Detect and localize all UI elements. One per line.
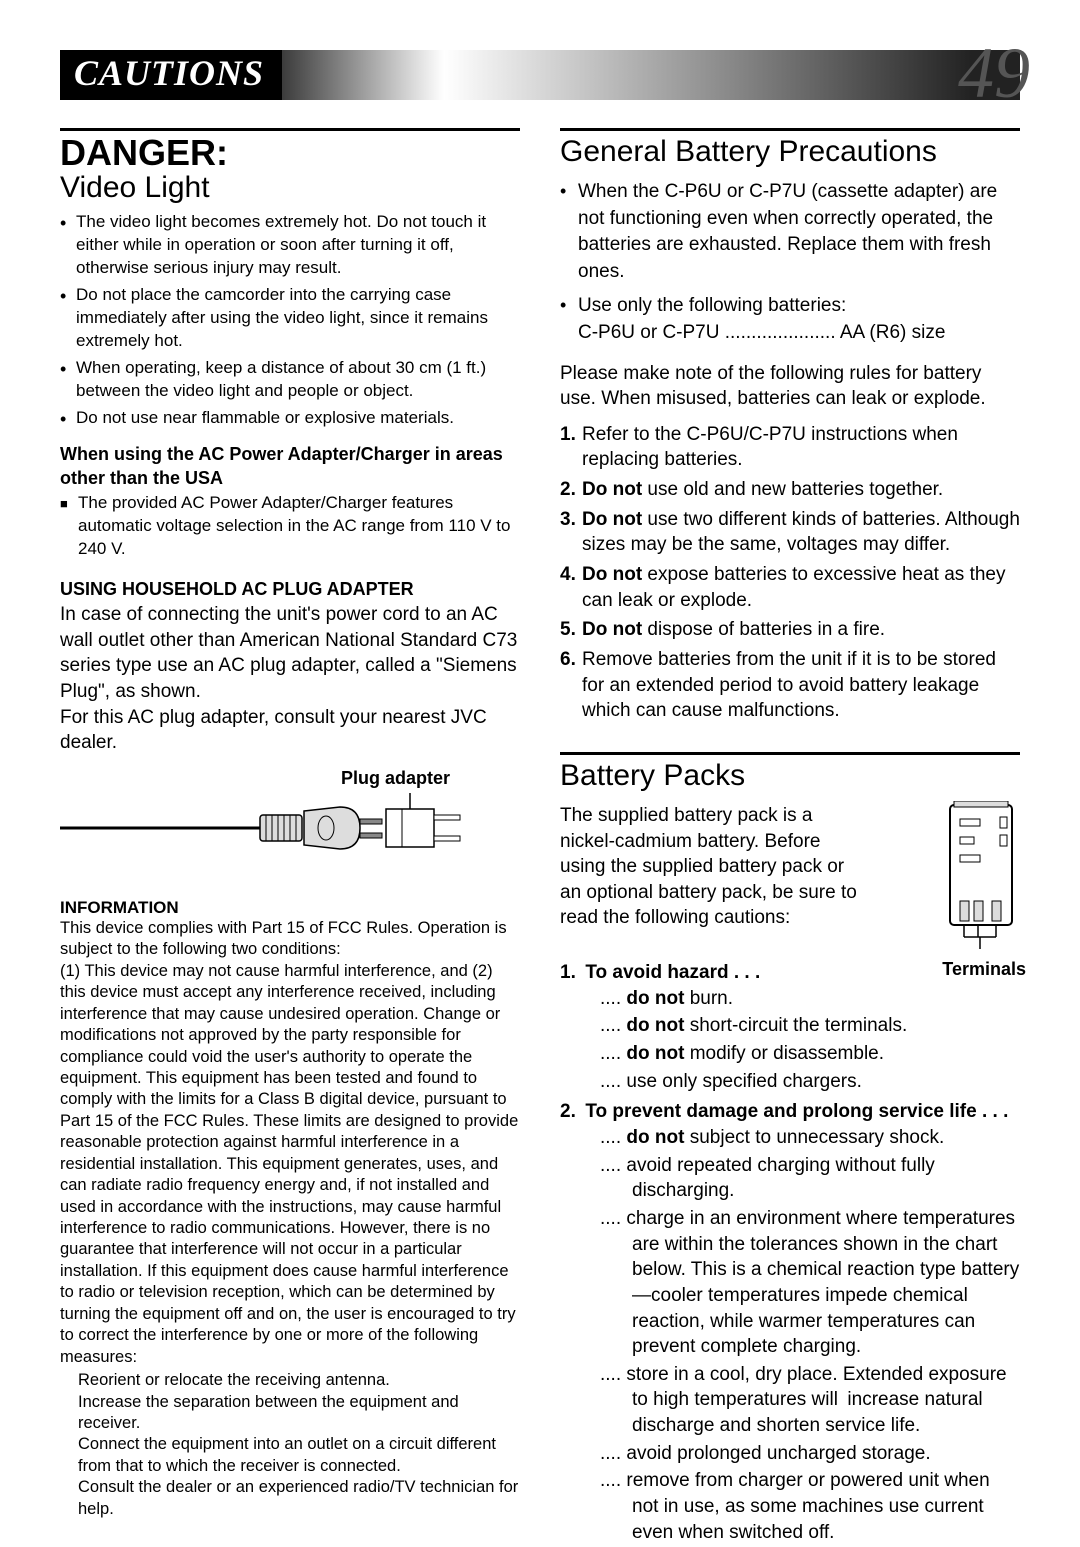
bp-heading: Battery Packs (560, 759, 1020, 793)
gbp-rules: Refer to the C-P6U/C-P7U instructions wh… (560, 422, 1020, 724)
bullet-text: Use only the following batteries: (578, 295, 846, 316)
rule-item: Do not expose batteries to excessive hea… (560, 562, 1020, 613)
ac-other-heading: When using the AC Power Adapter/Charger … (60, 443, 520, 490)
hazard-item: .... do not burn. (600, 986, 1020, 1012)
information-heading: INFORMATION (60, 898, 520, 918)
gbp-note: Please make note of the following rules … (560, 361, 1020, 412)
plug-adapter-label: Plug adapter (60, 768, 520, 789)
prevent-heading: 2. To prevent damage and prolong service… (560, 1100, 1020, 1125)
page-header: CAUTIONS 49 (60, 50, 1020, 100)
right-column: General Battery Precautions When the C-P… (560, 120, 1020, 1547)
household-heading: USING HOUSEHOLD AC PLUG ADAPTER (60, 579, 520, 600)
prevent-item: .... avoid repeated charging without ful… (600, 1153, 1020, 1204)
danger-heading: DANGER: (60, 135, 520, 171)
info-p1: This device complies with Part 15 of FCC… (60, 918, 520, 961)
bullet: Use only the following batteries: C-P6U … (560, 293, 1020, 346)
rule (60, 128, 520, 131)
gbp-heading: General Battery Precautions (560, 135, 1020, 169)
rule-item: Refer to the C-P6U/C-P7U instructions wh… (560, 422, 1020, 473)
terminals-label: Terminals (942, 959, 1026, 980)
gbp-bullets: When the C-P6U or C-P7U (cassette adapte… (560, 179, 1020, 347)
info-measures: Reorient or relocate the receiving anten… (60, 1370, 520, 1520)
rule (560, 128, 1020, 131)
plug-adapter-diagram (60, 793, 480, 863)
rule-item: Do not use two different kinds of batter… (560, 507, 1020, 558)
hazard-list: .... do not burn. .... do not short-circ… (560, 986, 1020, 1095)
battery-packs-section: Battery Packs The supplied battery pack … (560, 759, 1020, 931)
hazard-item: .... do not modify or disassemble. (600, 1041, 1020, 1067)
measure: Consult the dealer or an experienced rad… (78, 1477, 520, 1520)
rule (560, 752, 1020, 755)
square-bullet: The provided AC Power Adapter/Charger fe… (60, 492, 520, 561)
rule-item: Do not use old and new batteries togethe… (560, 477, 1020, 503)
ac-other-list: The provided AC Power Adapter/Charger fe… (60, 492, 520, 561)
bullet: When operating, keep a distance of about… (60, 357, 520, 403)
bp-intro: The supplied battery pack is a nickel-ca… (560, 803, 860, 931)
page-number: 49 (958, 32, 1030, 115)
bullet: When the C-P6U or C-P7U (cassette adapte… (560, 179, 1020, 285)
prevent-list: .... do not subject to unnecessary shock… (560, 1125, 1020, 1545)
hazard-item: .... use only specified chargers. (600, 1069, 1020, 1095)
info-p2: (1) This device may not cause harmful in… (60, 961, 520, 1368)
measure: Reorient or relocate the receiving anten… (78, 1370, 520, 1391)
bullet: The video light becomes extremely hot. D… (60, 211, 520, 280)
household-body: In case of connecting the unit's power c… (60, 602, 520, 705)
bullet: Do not place the camcorder into the carr… (60, 284, 520, 353)
content-columns: DANGER: Video Light The video light beco… (60, 120, 1020, 1547)
rule-item: Do not dispose of batteries in a fire. (560, 617, 1020, 643)
household-body2: For this AC plug adapter, consult your n… (60, 705, 520, 756)
video-light-heading: Video Light (60, 171, 520, 205)
battery-spec: C-P6U or C-P7U ..................... AA … (578, 322, 945, 343)
bullet: Do not use near flammable or explosive m… (60, 407, 520, 430)
hazard-item: .... do not short-circuit the terminals. (600, 1013, 1020, 1039)
prevent-item: .... remove from charger or powered unit… (600, 1468, 1020, 1545)
prevent-item: .... avoid prolonged uncharged storage. (600, 1441, 1020, 1467)
video-light-bullets: The video light becomes extremely hot. D… (60, 211, 520, 429)
header-title: CAUTIONS (60, 50, 282, 100)
prevent-item: .... store in a cool, dry place. Extende… (600, 1362, 1020, 1439)
prevent-item: .... do not subject to unnecessary shock… (600, 1125, 1020, 1151)
measure: Connect the equipment into an outlet on … (78, 1434, 520, 1477)
left-column: DANGER: Video Light The video light beco… (60, 120, 520, 1547)
battery-pack-diagram (944, 801, 1022, 951)
measure: Increase the separation between the equi… (78, 1392, 520, 1435)
rule-item: Remove batteries from the unit if it is … (560, 647, 1020, 724)
prevent-item: .... charge in an environment where temp… (600, 1206, 1020, 1360)
